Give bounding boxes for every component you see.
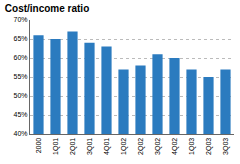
svg-text:2Q01: 2Q01 bbox=[69, 138, 77, 155]
svg-text:45%: 45% bbox=[14, 111, 28, 118]
svg-text:1Q03: 1Q03 bbox=[188, 138, 196, 155]
svg-text:50%: 50% bbox=[14, 92, 28, 99]
svg-text:40%: 40% bbox=[14, 130, 28, 137]
svg-text:60%: 60% bbox=[14, 54, 28, 61]
svg-text:2Q02: 2Q02 bbox=[137, 138, 145, 155]
svg-text:70%: 70% bbox=[14, 16, 28, 23]
svg-text:3Q02: 3Q02 bbox=[154, 138, 162, 155]
svg-text:65%: 65% bbox=[14, 35, 28, 42]
svg-text:4Q02: 4Q02 bbox=[171, 138, 179, 155]
svg-text:1Q02: 1Q02 bbox=[120, 138, 128, 155]
svg-text:55%: 55% bbox=[14, 73, 28, 80]
svg-text:3Q03: 3Q03 bbox=[222, 138, 230, 155]
svg-text:Cost/income ratio: Cost/income ratio bbox=[5, 3, 89, 14]
svg-text:3Q01: 3Q01 bbox=[86, 138, 94, 155]
svg-text:1Q01: 1Q01 bbox=[52, 138, 60, 155]
svg-text:2000: 2000 bbox=[35, 138, 42, 154]
svg-text:2Q03: 2Q03 bbox=[205, 138, 213, 155]
svg-text:4Q01: 4Q01 bbox=[103, 138, 111, 155]
